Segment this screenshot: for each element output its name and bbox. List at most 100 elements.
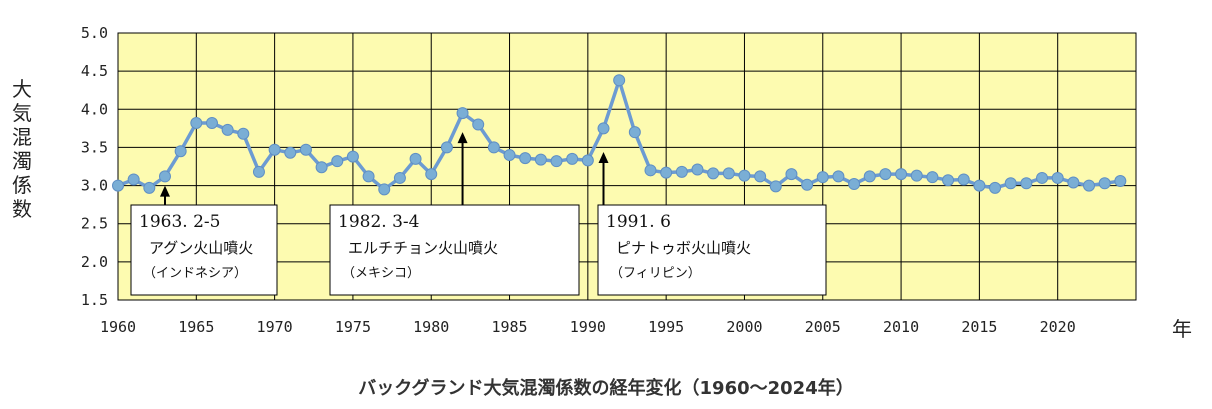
y-tick-label: 2.5 bbox=[81, 215, 108, 233]
x-tick-label: 1990 bbox=[570, 318, 606, 336]
data-point bbox=[581, 154, 594, 167]
data-point bbox=[1004, 177, 1017, 190]
data-point bbox=[566, 152, 579, 165]
data-point bbox=[362, 170, 375, 183]
data-point bbox=[910, 169, 923, 182]
data-point bbox=[816, 171, 829, 184]
chart-title: バックグランド大気混濁係数の経年変化（1960～2024年） bbox=[358, 377, 853, 399]
annotation-volcano: ピナトゥボ火山噴火 bbox=[616, 239, 751, 257]
data-point bbox=[957, 173, 970, 186]
data-point bbox=[299, 143, 312, 156]
data-point bbox=[143, 181, 156, 194]
annotation-country: （フィリピン） bbox=[610, 266, 701, 281]
data-point bbox=[942, 174, 955, 187]
annotation-country: （メキシコ） bbox=[342, 266, 420, 281]
annotation-date: 1991. 6 bbox=[606, 212, 671, 232]
x-tick-label: 1975 bbox=[335, 318, 371, 336]
annotation-box bbox=[329, 204, 580, 296]
annotation-arrowhead bbox=[598, 152, 609, 164]
x-tick-label: 2020 bbox=[1040, 318, 1076, 336]
data-point bbox=[989, 181, 1002, 194]
data-point bbox=[378, 183, 391, 196]
data-point bbox=[221, 123, 234, 136]
data-point bbox=[785, 168, 798, 181]
data-point bbox=[1036, 171, 1049, 184]
data-point bbox=[472, 118, 485, 131]
x-tick-label: 2000 bbox=[726, 318, 762, 336]
data-point bbox=[707, 167, 720, 180]
data-point bbox=[409, 152, 422, 165]
data-point bbox=[1114, 174, 1127, 187]
data-point bbox=[660, 166, 673, 179]
x-tick-label: 1985 bbox=[491, 318, 527, 336]
data-point bbox=[550, 155, 563, 168]
data-point bbox=[1067, 176, 1080, 189]
data-point bbox=[331, 155, 344, 168]
annotation-arrowhead bbox=[159, 185, 170, 197]
y-axis-ticks: 5.0 4.5 4.0 3.5 3.0 2.5 2.0 1.5 bbox=[81, 24, 108, 309]
x-tick-label: 1965 bbox=[178, 318, 214, 336]
data-point bbox=[738, 169, 751, 182]
x-tick-label: 1980 bbox=[413, 318, 449, 336]
x-axis-unit: 年 bbox=[1172, 317, 1192, 341]
data-point bbox=[879, 168, 892, 181]
annotation-country: （インドネシア） bbox=[143, 266, 247, 281]
annotation-box bbox=[597, 204, 827, 296]
annotation-1: 1963. 2-5 アグン火山噴火 （インドネシア） bbox=[130, 185, 278, 296]
annotation-2: 1982. 3-4 エルチチョン火山噴火 （メキシコ） bbox=[329, 132, 580, 296]
data-point bbox=[534, 153, 547, 166]
annotation-volcano: エルチチョン火山噴火 bbox=[348, 239, 498, 257]
data-point bbox=[1051, 171, 1064, 184]
data-point bbox=[315, 161, 328, 174]
x-tick-label: 2005 bbox=[805, 318, 841, 336]
y-axis-label: 大気混濁係数 bbox=[12, 77, 32, 221]
data-point bbox=[628, 126, 641, 139]
x-tick-label: 2010 bbox=[883, 318, 919, 336]
data-point bbox=[1083, 179, 1096, 192]
data-point bbox=[268, 143, 281, 156]
x-tick-label: 1995 bbox=[648, 318, 684, 336]
data-point bbox=[769, 180, 782, 193]
series-line-group bbox=[112, 74, 1127, 196]
data-point bbox=[346, 150, 359, 163]
data-point bbox=[174, 145, 187, 158]
data-point bbox=[284, 146, 297, 159]
data-point bbox=[519, 152, 532, 165]
data-point bbox=[801, 178, 814, 191]
data-point bbox=[675, 165, 688, 178]
data-point bbox=[190, 117, 203, 130]
x-tick-label: 1960 bbox=[100, 318, 136, 336]
data-point bbox=[895, 168, 908, 181]
data-point bbox=[722, 167, 735, 180]
data-point bbox=[848, 178, 861, 191]
annotations: 1963. 2-5 アグン火山噴火 （インドネシア） 1982. 3-4 エルチチョン火… bbox=[130, 132, 827, 296]
data-point bbox=[393, 171, 406, 184]
data-point bbox=[158, 170, 171, 183]
data-point bbox=[644, 164, 657, 177]
annotation-date: 1982. 3-4 bbox=[338, 212, 419, 232]
data-point bbox=[973, 179, 986, 192]
x-axis-ticks: 1960 1965 1970 1975 1980 1985 1990 1995 2000 2005… bbox=[100, 318, 1076, 336]
annotation-date: 1963. 2-5 bbox=[139, 212, 220, 232]
x-tick-label: 1970 bbox=[257, 318, 293, 336]
data-point bbox=[127, 173, 140, 186]
y-tick-label: 2.0 bbox=[81, 253, 108, 271]
data-point bbox=[237, 127, 250, 140]
data-point bbox=[425, 168, 438, 181]
data-point bbox=[863, 170, 876, 183]
annotation-arrowhead bbox=[457, 132, 468, 144]
annotation-box bbox=[130, 204, 278, 296]
y-tick-label: 3.0 bbox=[81, 177, 108, 195]
y-tick-label: 5.0 bbox=[81, 24, 108, 42]
data-point bbox=[597, 122, 610, 135]
annotation-volcano: アグン火山噴火 bbox=[149, 239, 253, 257]
data-point bbox=[252, 165, 265, 178]
y-tick-label: 4.0 bbox=[81, 100, 108, 118]
data-point bbox=[487, 141, 500, 154]
data-point bbox=[503, 149, 516, 162]
data-point bbox=[1020, 177, 1033, 190]
y-tick-label: 3.5 bbox=[81, 138, 108, 156]
y-tick-label: 1.5 bbox=[81, 291, 108, 309]
data-point bbox=[754, 170, 767, 183]
data-point bbox=[440, 141, 453, 154]
